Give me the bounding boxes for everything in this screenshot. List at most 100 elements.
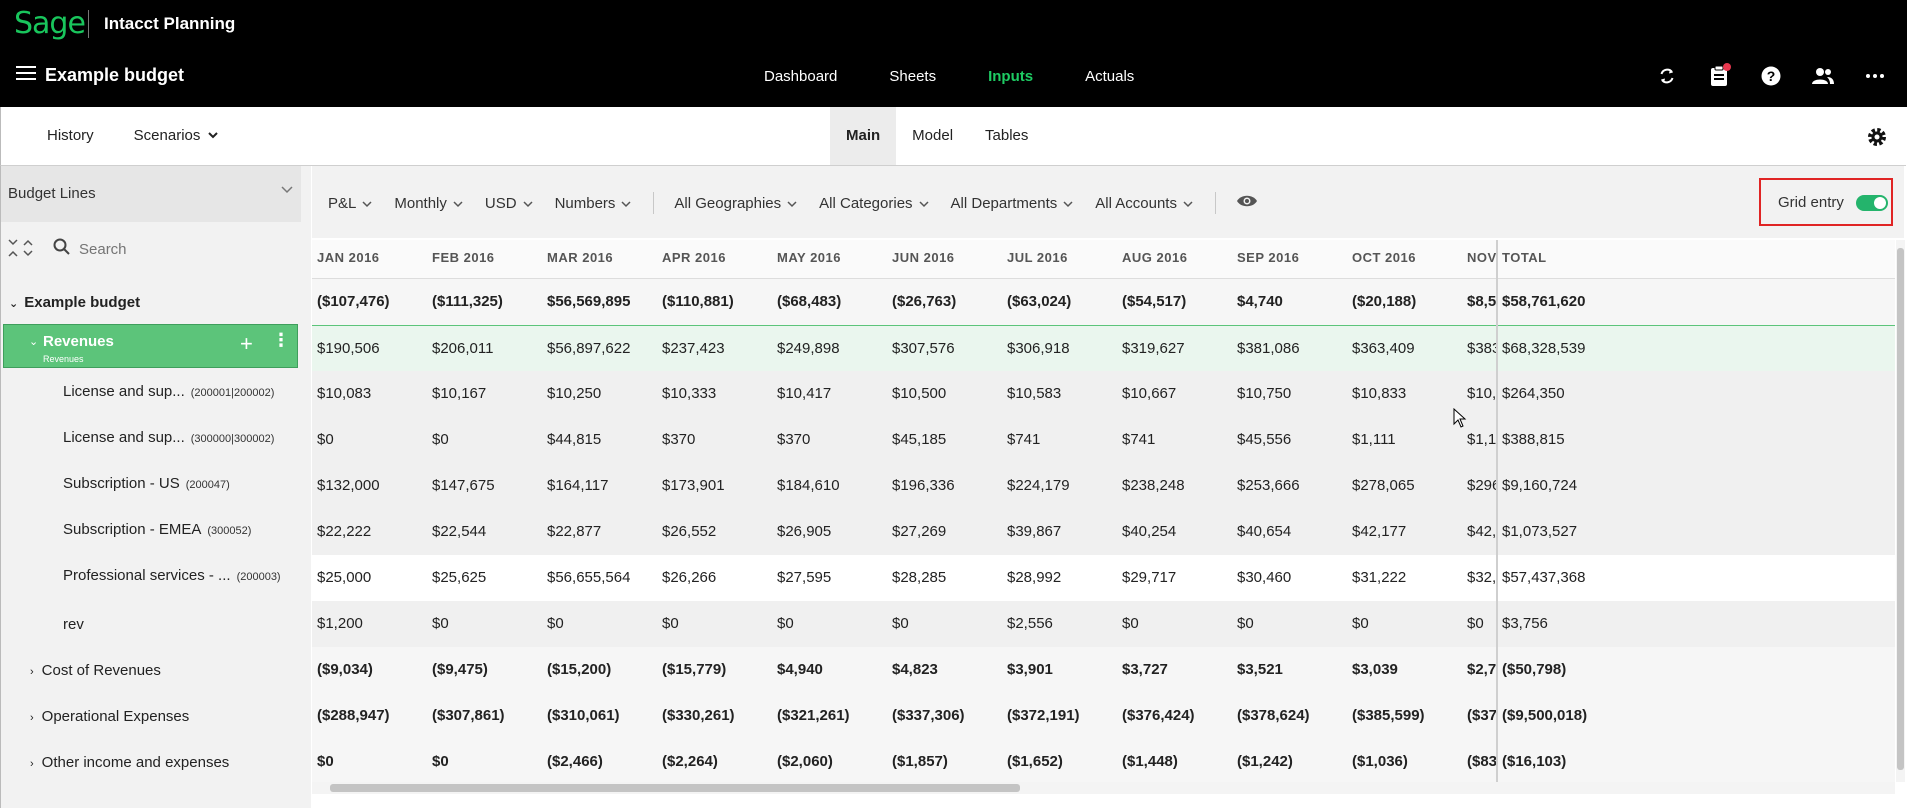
grid-cell[interactable]: $42,177 <box>1352 523 1407 540</box>
grid-cell[interactable]: ($372,191) <box>1007 707 1080 724</box>
nav-inputs[interactable]: Inputs <box>988 68 1034 85</box>
grid-cell[interactable]: $22,544 <box>432 523 487 540</box>
tree-item-subscription-emea[interactable]: Subscription - EMEA (300052) <box>63 521 251 538</box>
grid-cell[interactable]: $9,160,724 <box>1502 477 1578 494</box>
grid-cell[interactable]: $278,065 <box>1352 477 1415 494</box>
column-header[interactable]: SEP 2016 <box>1237 250 1300 265</box>
column-header[interactable]: TOTAL <box>1502 250 1547 265</box>
grid-cell[interactable]: $388,815 <box>1502 431 1565 448</box>
grid-cell[interactable]: ($9,034) <box>317 661 373 678</box>
grid-cell[interactable]: $0 <box>777 615 794 632</box>
grid-cell[interactable]: $25,625 <box>432 569 487 586</box>
grid-cell[interactable]: $26,266 <box>662 569 717 586</box>
search-input[interactable] <box>77 234 291 264</box>
grid-cell[interactable]: $45,556 <box>1237 431 1292 448</box>
grid-cell[interactable]: $1,111 <box>1467 431 1497 448</box>
hamburger-menu-icon[interactable] <box>16 66 36 80</box>
grid-cell[interactable]: ($1,652) <box>1007 753 1063 770</box>
grid-cell[interactable]: $68,328,539 <box>1502 340 1586 357</box>
grid-cell[interactable]: ($9,500,018) <box>1502 707 1588 724</box>
column-header[interactable]: NOV <box>1467 250 1497 265</box>
grid-cell[interactable]: $190,506 <box>317 340 380 357</box>
grid-cell[interactable]: ($107,476) <box>317 293 390 310</box>
filter-all-geographies[interactable]: All Geographies <box>674 195 797 212</box>
grid-cell[interactable]: $741 <box>1122 431 1156 448</box>
grid-cell[interactable]: ($110,881) <box>662 293 734 310</box>
grid-cell[interactable]: $381,086 <box>1237 340 1300 357</box>
grid-cell[interactable]: $3,521 <box>1237 661 1283 678</box>
grid-cell[interactable]: ($63,024) <box>1007 293 1072 310</box>
grid-cell[interactable]: ($376 <box>1467 707 1497 724</box>
grid-cell[interactable]: $307,576 <box>892 340 955 357</box>
grid-cell[interactable]: $0 <box>432 615 449 632</box>
grid-cell[interactable]: $10,250 <box>547 385 602 402</box>
grid-cell[interactable]: ($378,624) <box>1237 707 1310 724</box>
grid-cell[interactable]: $40,654 <box>1237 523 1292 540</box>
grid-cell[interactable]: ($310,061) <box>547 707 620 724</box>
clipboard-icon[interactable] <box>1705 62 1733 90</box>
grid-cell[interactable]: $370 <box>777 431 811 448</box>
column-header[interactable]: AUG 2016 <box>1122 250 1188 265</box>
grid-cell[interactable]: $0 <box>317 753 334 770</box>
grid-cell[interactable]: $0 <box>1352 615 1369 632</box>
grid-cell[interactable]: $27,595 <box>777 569 832 586</box>
column-header[interactable]: FEB 2016 <box>432 250 495 265</box>
grid-cell[interactable]: $319,627 <box>1122 340 1185 357</box>
grid-cell[interactable]: ($321,261) <box>777 707 850 724</box>
grid-cell[interactable]: ($1,242) <box>1237 753 1293 770</box>
horizontal-scrollbar[interactable] <box>312 782 1895 794</box>
grid-cell[interactable]: $306,918 <box>1007 340 1070 357</box>
grid-cell[interactable]: ($307,861) <box>432 707 505 724</box>
settings-gear-icon[interactable] <box>1866 126 1888 153</box>
grid-cell[interactable]: $0 <box>892 615 909 632</box>
grid-cell[interactable]: ($1,036) <box>1352 753 1408 770</box>
grid-cell[interactable]: $10,750 <box>1237 385 1292 402</box>
grid-cell[interactable]: $10,417 <box>777 385 832 402</box>
grid-cell[interactable]: ($83( <box>1467 753 1497 770</box>
tab-model[interactable]: Model <box>912 127 954 144</box>
grid-cell[interactable]: ($54,517) <box>1122 293 1187 310</box>
grid-cell[interactable]: $173,901 <box>662 477 725 494</box>
grid-cell[interactable]: $8,55 <box>1467 293 1497 310</box>
grid-cell[interactable]: $10,083 <box>317 385 372 402</box>
tree-item-operational-expenses[interactable]: › Operational Expenses <box>30 708 189 725</box>
expand-collapse-icon[interactable] <box>7 239 33 262</box>
grid-cell[interactable]: $1,073,527 <box>1502 523 1578 540</box>
filter-usd[interactable]: USD <box>485 195 533 212</box>
grid-cell[interactable]: $383, <box>1467 340 1497 357</box>
grid-cell[interactable]: $28,285 <box>892 569 947 586</box>
grid-cell[interactable]: $44,815 <box>547 431 602 448</box>
filter-all-categories[interactable]: All Categories <box>819 195 929 212</box>
grid-cell[interactable]: $224,179 <box>1007 477 1070 494</box>
history-button[interactable]: History <box>47 127 94 144</box>
filter-monthly[interactable]: Monthly <box>394 195 463 212</box>
grid-cell[interactable]: ($1,448) <box>1122 753 1178 770</box>
grid-cell[interactable]: $164,117 <box>547 477 609 494</box>
grid-cell[interactable]: $56,569,895 <box>547 293 631 310</box>
help-icon[interactable]: ? <box>1757 62 1785 90</box>
grid-cell[interactable]: ($385,599) <box>1352 707 1425 724</box>
grid-cell[interactable]: $0 <box>547 615 564 632</box>
tree-item-subscription-us[interactable]: Subscription - US (200047) <box>63 475 230 492</box>
grid-cell[interactable]: $22,877 <box>547 523 602 540</box>
grid-cell[interactable]: $42,6 <box>1467 523 1497 540</box>
more-icon[interactable] <box>1861 62 1889 90</box>
grid-cell[interactable]: $56,655,564 <box>547 569 631 586</box>
grid-cell[interactable]: $1,200 <box>317 615 363 632</box>
grid-cell[interactable]: $296, <box>1467 477 1497 494</box>
grid-cell[interactable]: ($68,483) <box>777 293 842 310</box>
column-header[interactable]: JUL 2016 <box>1007 250 1068 265</box>
grid-cell[interactable]: $253,666 <box>1237 477 1300 494</box>
nav-actuals[interactable]: Actuals <box>1085 68 1135 85</box>
grid-cell[interactable]: $4,823 <box>892 661 938 678</box>
grid-cell[interactable]: $28,992 <box>1007 569 1062 586</box>
grid-cell[interactable]: $2,556 <box>1007 615 1053 632</box>
grid-cell[interactable]: $32,0 <box>1467 569 1497 586</box>
grid-cell[interactable]: $0 <box>1237 615 1254 632</box>
grid-cell[interactable]: $132,000 <box>317 477 380 494</box>
grid-cell[interactable]: ($20,188) <box>1352 293 1417 310</box>
grid-cell[interactable]: $2,75 <box>1467 661 1497 678</box>
grid-cell[interactable]: $26,905 <box>777 523 832 540</box>
grid-cell[interactable]: $4,740 <box>1237 293 1283 310</box>
grid-cell[interactable]: ($330,261) <box>662 707 735 724</box>
